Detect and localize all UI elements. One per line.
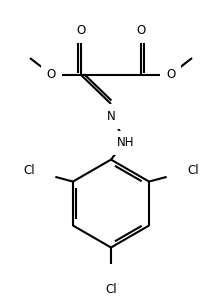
Text: O: O [166, 68, 175, 81]
Text: Cl: Cl [23, 164, 35, 177]
Text: O: O [47, 68, 56, 81]
Text: O: O [76, 24, 85, 37]
Text: N: N [107, 110, 115, 123]
Text: NH: NH [117, 136, 134, 150]
Text: Cl: Cl [105, 283, 117, 296]
Text: Cl: Cl [187, 164, 199, 177]
Text: O: O [137, 24, 146, 37]
